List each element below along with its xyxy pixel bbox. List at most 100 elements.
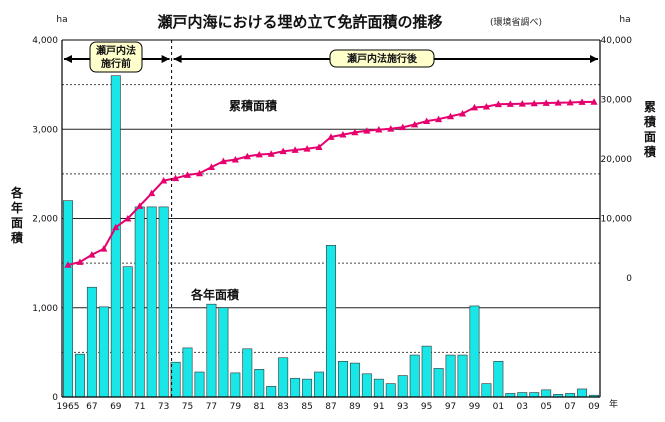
- cumulative-marker: [411, 120, 419, 128]
- axis-label-char: 面: [644, 130, 656, 144]
- bar: [469, 305, 480, 398]
- cumulative-marker: [506, 100, 514, 107]
- axis-label-char: 各: [10, 185, 24, 200]
- x-tick-label: 67: [86, 402, 97, 412]
- bar: [63, 200, 73, 398]
- cumulative-marker: [100, 245, 108, 252]
- cumulative-marker: [423, 117, 431, 124]
- bar: [302, 378, 313, 398]
- x-year-suffix: 年: [609, 398, 618, 410]
- axis-label-char: 年: [11, 200, 23, 215]
- left-tick-label: 1,000: [32, 304, 58, 314]
- axis-label-char: 積: [643, 114, 657, 129]
- cumulative-marker: [231, 155, 239, 163]
- cumulative-marker: [183, 171, 192, 178]
- bar: [134, 206, 145, 398]
- right-tick-label: 0: [626, 274, 632, 284]
- x-tick-label: 87: [325, 402, 336, 412]
- x-tick-label: 05: [540, 402, 551, 412]
- bar: [337, 360, 348, 398]
- bar: [170, 361, 181, 398]
- bar: [314, 371, 325, 398]
- right-tick-label: 10,000: [601, 215, 633, 225]
- bar: [397, 375, 408, 398]
- tick-labels: 0 1,000 2,000 3,000 4,000 0 10,000 20,000 30,000…: [32, 36, 632, 412]
- cumulative-marker: [303, 145, 311, 152]
- cumulative-marker: [315, 143, 323, 150]
- bar: [385, 383, 396, 398]
- cumulative-marker: [590, 98, 598, 105]
- arrowhead-right: [590, 55, 598, 63]
- cumulative-marker: [435, 115, 443, 123]
- cumulative-line: [64, 98, 598, 268]
- arrowhead-left: [64, 55, 72, 63]
- bar: [541, 389, 552, 398]
- bar: [290, 377, 301, 398]
- cumulative-marker: [327, 133, 335, 140]
- axes: [61, 39, 601, 398]
- bar: [481, 383, 492, 398]
- x-tick-label: 95: [421, 402, 432, 412]
- cumulative-marker: [243, 152, 251, 160]
- bar: [182, 347, 193, 398]
- line-series-label: 累積面積: [229, 98, 278, 113]
- bar: [206, 303, 217, 398]
- bar: [361, 373, 372, 398]
- cumulative-marker: [363, 127, 371, 134]
- cumulative-marker: [88, 251, 96, 258]
- cumulative-marker: [399, 123, 407, 131]
- bar: [493, 360, 504, 398]
- x-tick-label: 03: [517, 402, 528, 412]
- bar: [577, 388, 588, 398]
- cumulative-marker: [160, 176, 168, 184]
- right-tick-label: 30,000: [601, 96, 633, 106]
- cumulative-marker: [566, 98, 574, 106]
- annual-bars: [63, 75, 599, 398]
- cumulative-marker: [255, 150, 263, 158]
- x-tick-label: 09: [588, 402, 600, 412]
- cumulative-marker: [470, 103, 479, 111]
- cumulative-marker: [76, 258, 84, 265]
- right-tick-label: 20,000: [601, 155, 633, 165]
- x-tick-label: 71: [134, 402, 145, 412]
- bar: [373, 378, 384, 398]
- cumulative-marker: [494, 100, 502, 108]
- x-tick-label: 69: [110, 402, 122, 412]
- bar: [86, 286, 97, 398]
- x-tick-label: 91: [373, 402, 384, 412]
- bar: [110, 75, 121, 398]
- bar: [529, 392, 540, 398]
- cumulative-marker: [482, 103, 491, 110]
- bar: [74, 353, 85, 398]
- bar: [457, 354, 468, 398]
- bar: [445, 354, 456, 398]
- period-label-before: 瀬戸内法: [96, 44, 136, 57]
- axis-label-char: 累: [644, 100, 656, 114]
- left-tick-label: 2,000: [32, 215, 58, 225]
- x-tick-label: 1965: [57, 402, 80, 412]
- right-unit: ha: [619, 15, 630, 25]
- chart-subtitle: (環境省調べ): [490, 16, 542, 28]
- period-box-before: [89, 41, 143, 73]
- cumulative-marker: [112, 223, 120, 231]
- bar: [421, 345, 432, 398]
- cumulative-marker: [207, 163, 216, 171]
- axis-label-char: 面: [11, 216, 23, 230]
- x-tick-label: 73: [158, 402, 169, 412]
- arrowhead-right: [161, 55, 170, 63]
- bar: [326, 244, 336, 398]
- chart-title: 瀬戸内海における埋め立て免許面積の推移: [157, 13, 442, 31]
- cumulative-marker: [458, 110, 467, 117]
- bar: [349, 362, 360, 398]
- bar: [254, 369, 265, 398]
- bar: [230, 372, 241, 398]
- x-tick-label: 07: [564, 402, 575, 412]
- cumulative-marker: [267, 150, 275, 157]
- cumulative-marker: [64, 261, 72, 268]
- right-tick-label: 40,000: [601, 36, 633, 46]
- x-tick-label: 83: [277, 402, 288, 412]
- x-tick-label: 75: [182, 402, 193, 412]
- x-tick-label: 89: [349, 402, 361, 412]
- x-tick-label: 81: [254, 402, 265, 412]
